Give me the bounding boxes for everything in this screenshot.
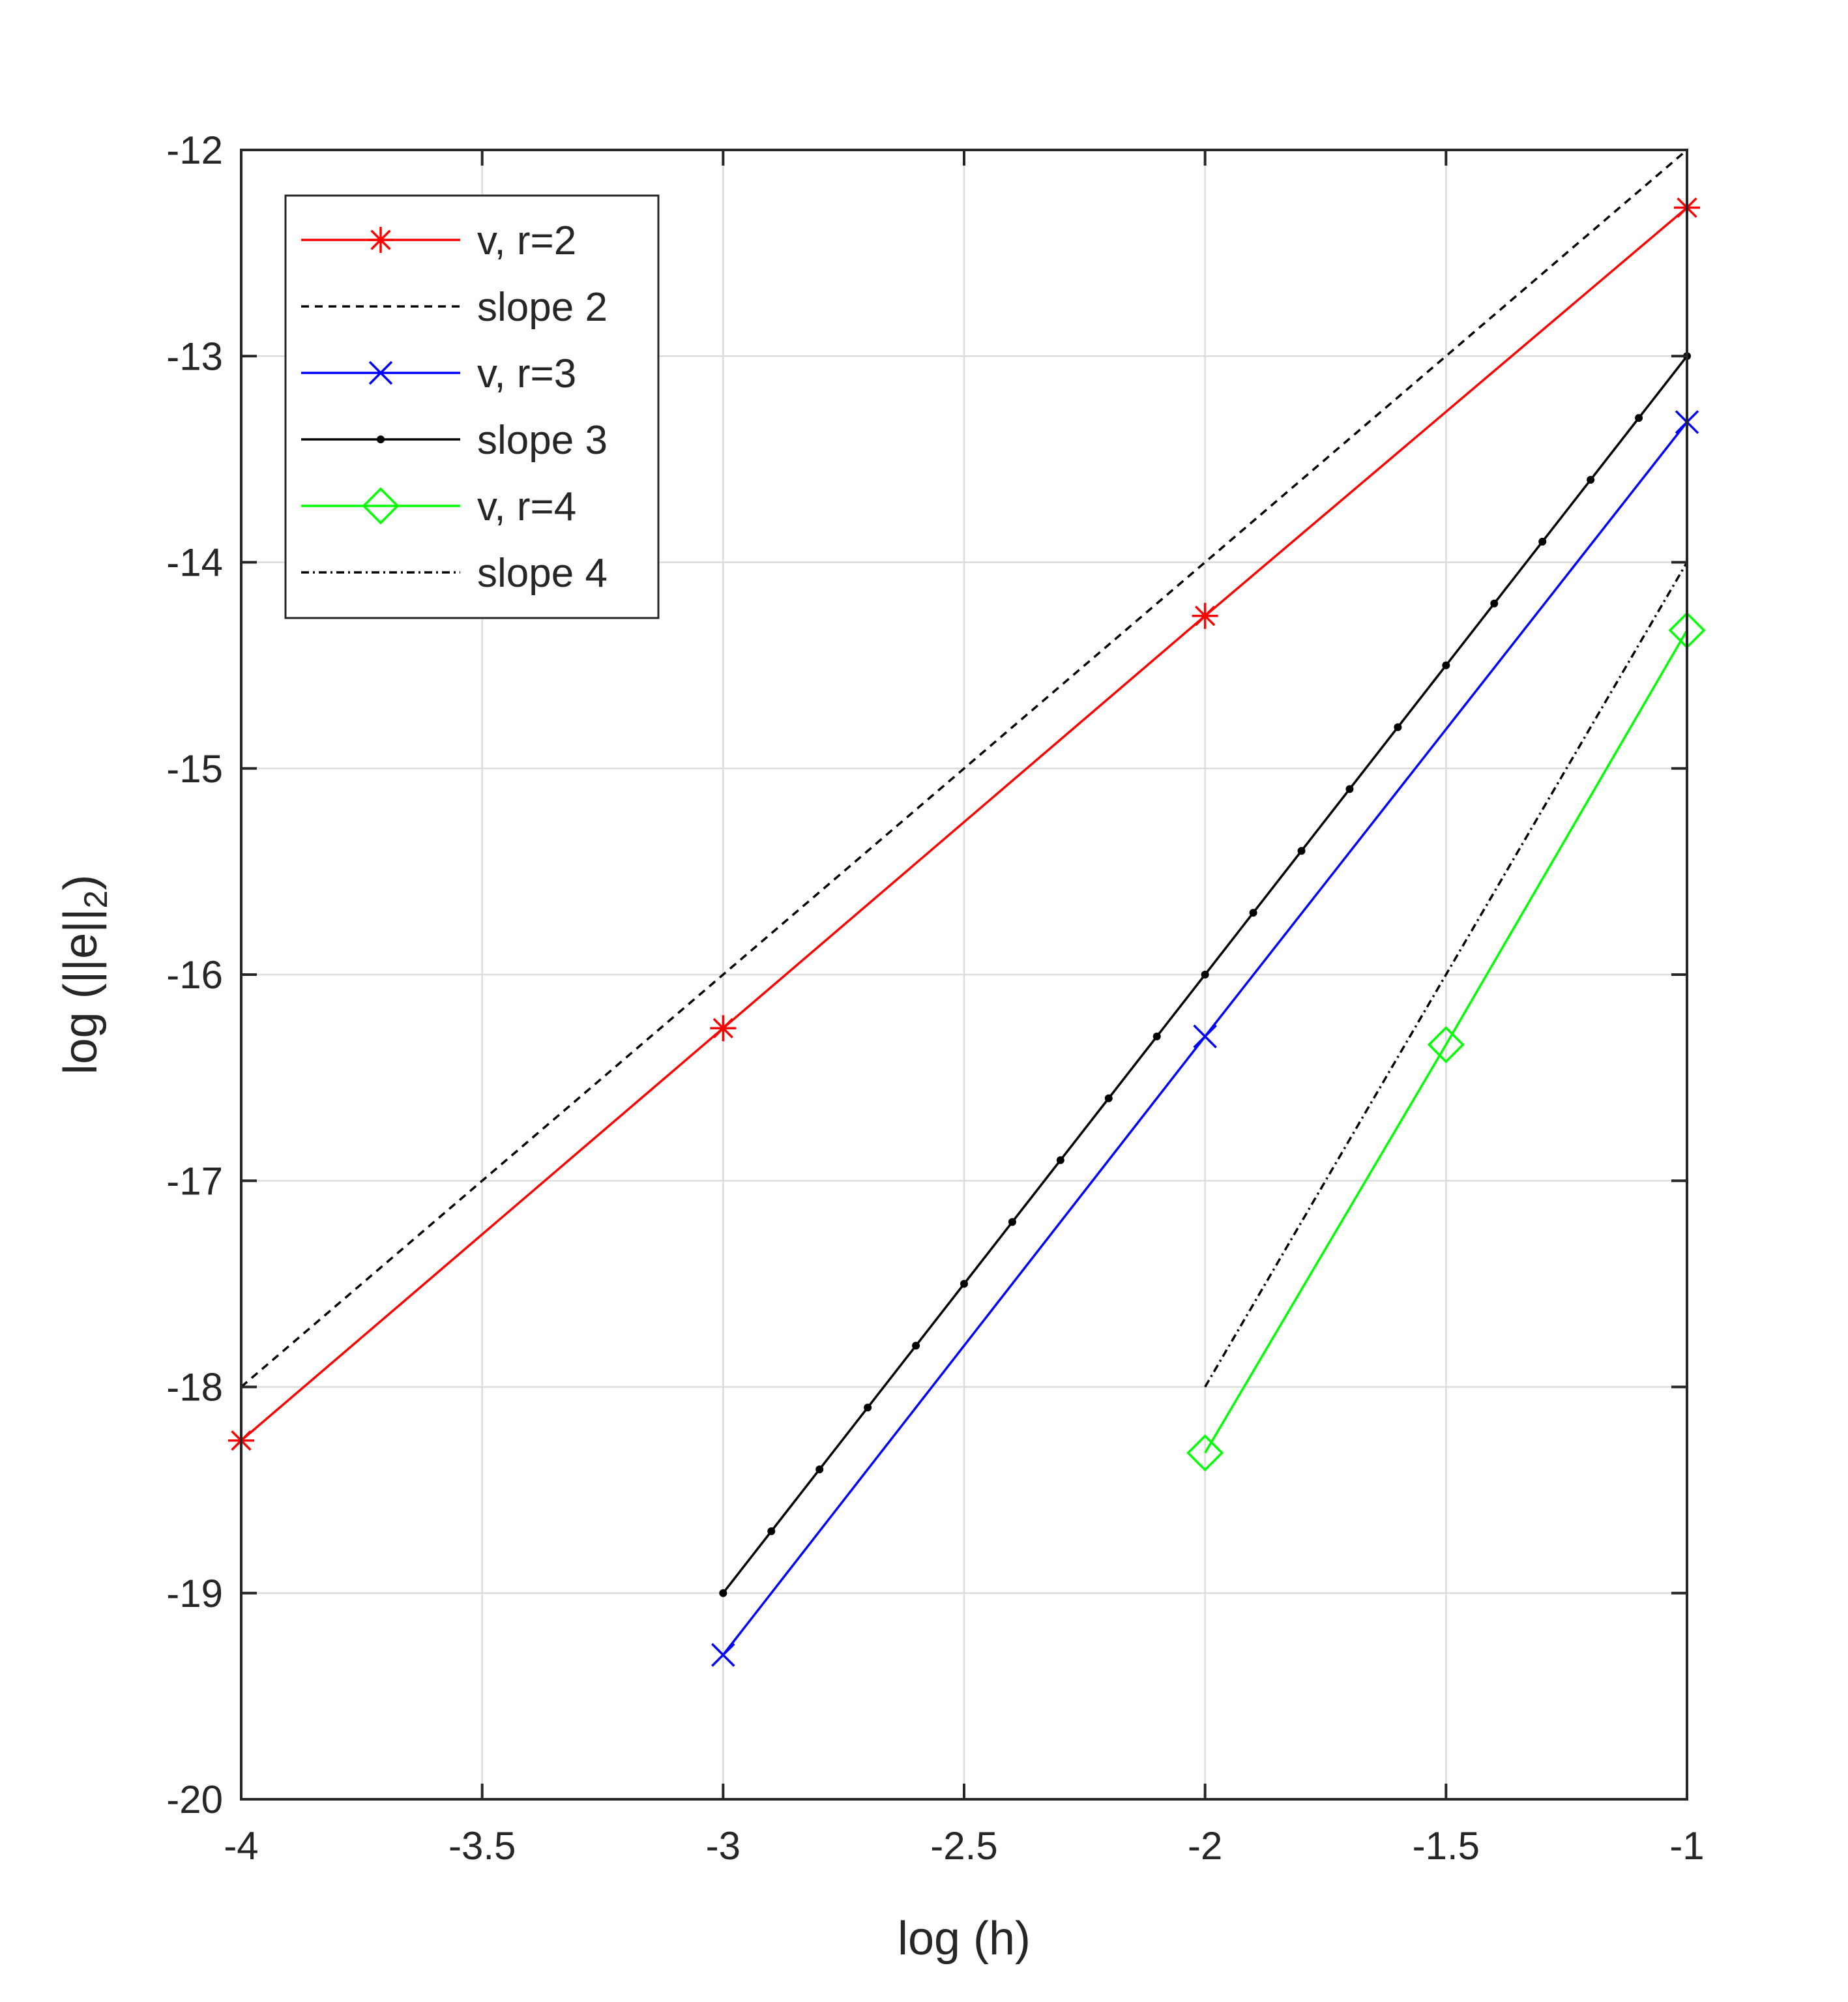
data-point <box>1192 602 1218 629</box>
legend-label: slope 4 <box>477 551 608 596</box>
x-tick-labels: -4 -3.5 -3 -2.5 -2 -1.5 -1 <box>224 1824 1704 1868</box>
data-point <box>1345 785 1354 793</box>
legend-marker <box>368 361 393 385</box>
x-axis-label: log (h) <box>898 1913 1031 1965</box>
y-tick-label: -16 <box>166 953 223 997</box>
series-3 <box>711 410 1699 1667</box>
legend-label: slope 3 <box>477 418 608 463</box>
data-point <box>815 1465 824 1473</box>
legend-entry: v, r=4 <box>301 484 576 529</box>
legend-label: slope 2 <box>477 285 608 330</box>
data-point <box>1490 599 1499 608</box>
legend-label: v, r=3 <box>477 351 576 396</box>
series-2 <box>240 149 1688 1388</box>
x-stroke <box>368 361 393 385</box>
series-6 <box>1204 561 1688 1388</box>
y-tick-label: -15 <box>166 747 223 791</box>
data-point <box>1394 723 1402 731</box>
series-line <box>1204 561 1688 1388</box>
legend-marker <box>368 227 394 253</box>
y-tick-label: -19 <box>166 1572 223 1615</box>
x-tick-label: -4 <box>224 1824 258 1868</box>
data-point <box>1635 414 1643 422</box>
legend-entry: v, r=3 <box>301 351 576 396</box>
x-tick-label: -3.5 <box>448 1824 516 1868</box>
data-point <box>710 1015 737 1042</box>
asterisk-stroke <box>370 229 391 250</box>
data-point <box>1297 847 1306 855</box>
legend-entry: slope 3 <box>301 418 608 463</box>
legend-marker <box>362 487 400 525</box>
data-point <box>1104 1094 1113 1102</box>
series-line <box>1204 629 1688 1454</box>
data-point <box>1538 537 1547 546</box>
x-tick-label: -3 <box>706 1824 741 1868</box>
legend-entry: slope 2 <box>301 285 608 330</box>
x-stroke <box>1193 1024 1217 1049</box>
asterisk-stroke <box>712 1018 733 1038</box>
data-point <box>767 1527 776 1535</box>
data-point <box>864 1404 872 1412</box>
x-stroke <box>711 1643 735 1667</box>
data-point <box>1249 909 1257 917</box>
y-tick-label: -17 <box>166 1159 223 1203</box>
data-point <box>912 1342 920 1350</box>
y-axis-label-main: log (||e|| <box>55 908 107 1074</box>
data-point <box>1008 1218 1016 1226</box>
x-tick-label: -2.5 <box>930 1824 997 1868</box>
y-tick-label: -18 <box>166 1366 223 1409</box>
data-point <box>1587 476 1595 484</box>
legend-box <box>284 194 660 619</box>
legend: v, r=2 slope 2 v, r=3 slope 3 v, r=4 slope 4 <box>284 194 660 619</box>
data-point <box>1186 1434 1224 1472</box>
y-tick-label: -14 <box>166 541 223 585</box>
x-tick-label: -1 <box>1669 1824 1704 1868</box>
data-point <box>1152 1032 1161 1040</box>
data-point <box>719 1589 727 1597</box>
y-axis-label: log (||e||2) <box>55 875 114 1075</box>
asterisk-stroke <box>1195 606 1216 626</box>
series-line <box>240 149 1688 1388</box>
y-tick-label: -20 <box>166 1778 223 1821</box>
data-point <box>1193 1024 1217 1049</box>
x-tick-label: -1.5 <box>1413 1824 1480 1868</box>
data-point <box>1442 661 1450 670</box>
legend-marker <box>377 435 385 443</box>
ticks <box>240 149 1688 1801</box>
y-tick-label: -12 <box>166 128 223 172</box>
y-tick-labels: -20 -19 -18 -17 -16 -15 -14 -13 -12 <box>166 128 223 1821</box>
y-tick-label: -13 <box>166 334 223 378</box>
legend-entry: v, r=2 <box>301 218 576 263</box>
data-point <box>711 1643 735 1667</box>
data-point <box>1056 1156 1064 1164</box>
y-axis-label-tail: ) <box>55 875 107 891</box>
x-tick-label: -2 <box>1188 1824 1222 1868</box>
legend-entry: slope 4 <box>301 551 608 596</box>
series-layer <box>228 149 1706 1667</box>
series-4 <box>719 352 1691 1597</box>
data-point <box>1201 971 1209 979</box>
legend-label: v, r=2 <box>477 218 576 263</box>
series-line <box>240 207 1688 1442</box>
data-point <box>960 1280 968 1288</box>
y-axis-label-subscript: 2 <box>78 891 114 909</box>
legend-label: v, r=4 <box>477 484 576 529</box>
data-point <box>1427 1026 1465 1063</box>
